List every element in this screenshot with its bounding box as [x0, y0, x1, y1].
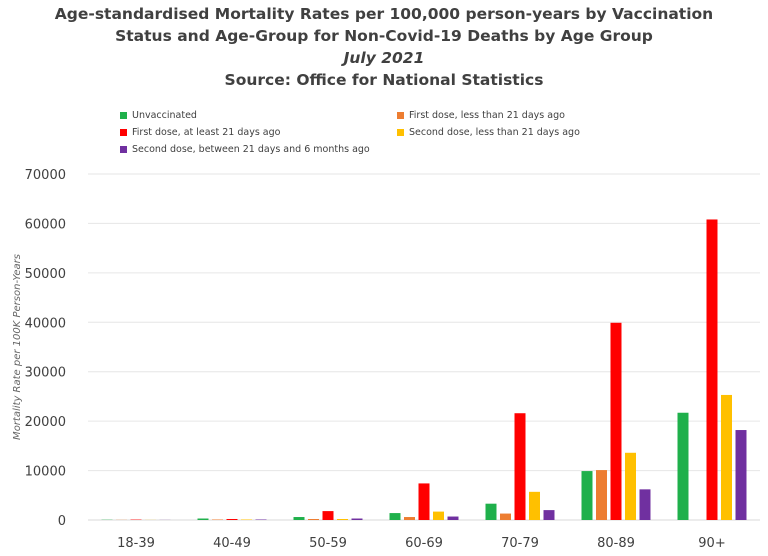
bar — [514, 413, 526, 520]
bar — [308, 519, 319, 520]
x-tick-label: 18-39 — [117, 536, 155, 551]
legend-label: Unvaccinated — [132, 110, 197, 121]
y-axis-ticks: 0 10000 20000 30000 40000 50000 60000 70000 — [25, 168, 66, 529]
chart-subtitle-date: July 2021 — [343, 49, 425, 67]
legend-label: Second dose, between 21 days and 6 month… — [132, 144, 370, 155]
legend-label: First dose, less than 21 days ago — [409, 110, 565, 121]
legend-item-first-dose-lt21: First dose, less than 21 days ago — [397, 110, 565, 121]
bar — [418, 483, 430, 520]
legend-item-first-dose-ge21: First dose, at least 21 days ago — [120, 127, 280, 138]
y-tick-label: 20000 — [25, 415, 66, 430]
legend-swatch — [397, 112, 404, 119]
legend-swatch — [120, 146, 127, 153]
bar — [721, 394, 732, 520]
bar — [677, 412, 689, 520]
bar — [293, 517, 305, 520]
x-axis-ticks: 18-39 40-49 50-59 60-69 70-79 80-89 90+ — [117, 536, 726, 551]
x-tick-label: 80-89 — [597, 536, 635, 551]
bar — [625, 452, 636, 520]
bars — [101, 219, 747, 520]
gridlines — [88, 173, 760, 521]
chart-title-line-1: Age-standardised Mortality Rates per 100… — [54, 5, 714, 23]
bar — [581, 471, 593, 520]
bar — [337, 519, 348, 520]
x-tick-label: 50-59 — [309, 536, 347, 551]
bar — [610, 322, 622, 520]
y-tick-label: 30000 — [25, 366, 66, 381]
y-axis-label: Mortality Rate per 100K Person-Years — [12, 254, 23, 440]
legend-item-second-dose-lt21: Second dose, less than 21 days ago — [397, 127, 580, 138]
bar — [389, 513, 401, 520]
bar — [197, 518, 209, 520]
y-tick-label: 50000 — [25, 267, 66, 282]
x-tick-label: 70-79 — [501, 536, 539, 551]
bar — [543, 510, 555, 520]
chart-source: Source: Office for National Statistics — [224, 71, 544, 89]
bar — [596, 470, 607, 520]
bar — [433, 511, 444, 520]
bar — [500, 513, 511, 520]
legend-label: Second dose, less than 21 days ago — [409, 127, 580, 138]
bar — [404, 517, 415, 520]
bar — [447, 516, 459, 520]
bar — [351, 518, 363, 520]
y-tick-label: 40000 — [25, 316, 66, 331]
bar — [485, 503, 497, 520]
y-tick-label: 60000 — [25, 217, 66, 232]
bar — [529, 491, 540, 520]
bar — [735, 430, 747, 520]
legend-item-unvaccinated: Unvaccinated — [120, 110, 197, 121]
x-tick-label: 60-69 — [405, 536, 443, 551]
legend-label: First dose, at least 21 days ago — [132, 127, 281, 138]
y-tick-label: 70000 — [25, 168, 66, 183]
x-tick-label: 40-49 — [213, 536, 251, 551]
bar — [706, 219, 718, 520]
bar — [322, 511, 334, 520]
chart-title-line-2: Status and Age-Group for Non-Covid-19 De… — [115, 27, 653, 45]
y-tick-label: 0 — [58, 514, 66, 529]
legend-swatch — [397, 129, 404, 136]
legend-item-second-dose-21d-6m: Second dose, between 21 days and 6 month… — [120, 144, 370, 155]
legend-swatch — [120, 129, 127, 136]
bar — [226, 519, 238, 520]
x-tick-label: 90+ — [698, 536, 725, 551]
legend-swatch — [120, 112, 127, 119]
y-tick-label: 10000 — [25, 465, 66, 480]
bar — [639, 489, 651, 520]
